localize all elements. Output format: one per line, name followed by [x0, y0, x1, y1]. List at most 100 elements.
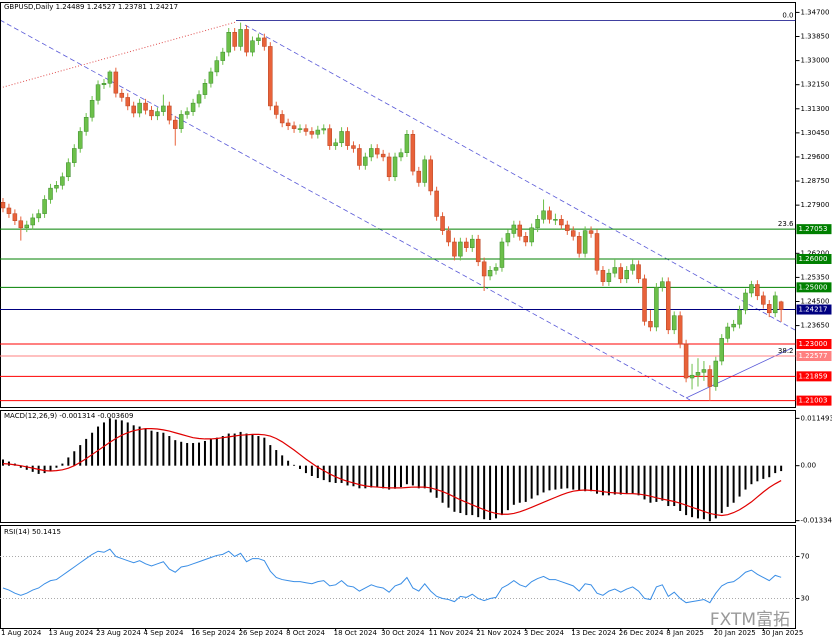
candle-body	[327, 128, 332, 146]
candle-body	[89, 100, 95, 118]
candle-body	[369, 148, 374, 158]
macd-bar	[756, 465, 759, 482]
macd-bar	[471, 465, 474, 516]
candle-body	[83, 117, 89, 132]
candle-body	[689, 374, 695, 379]
candle-body	[737, 309, 742, 325]
macd-bar	[239, 431, 242, 466]
y-tick-label: 1.24500	[801, 298, 830, 306]
candle-body	[416, 170, 422, 183]
macd-bar	[625, 465, 628, 494]
candle-body	[161, 105, 166, 112]
macd-bar	[453, 465, 456, 512]
candle-body	[778, 301, 784, 310]
macd-bar	[477, 465, 480, 518]
macd-bar	[649, 465, 652, 503]
candle-body	[553, 219, 558, 221]
candle-body	[380, 153, 386, 158]
macd-title: MACD(12,26,9) -0.001314 -0.003609	[4, 412, 133, 420]
candle-body	[392, 156, 398, 178]
candle-body	[0, 202, 6, 209]
level-label: 1.22577	[799, 352, 828, 360]
macd-bar	[156, 431, 159, 466]
macd-bar	[560, 465, 563, 489]
candle-body	[523, 236, 528, 243]
candle-body	[648, 321, 653, 328]
macd-bar	[566, 465, 569, 489]
candle-body	[464, 241, 469, 248]
x-tick-label: 8 Oct 2024	[286, 629, 325, 637]
candle-body	[285, 122, 291, 127]
candle-body	[315, 129, 321, 135]
candle-body	[303, 128, 309, 132]
candle-body	[95, 84, 101, 101]
macd-bar	[679, 465, 682, 511]
macd-bar	[376, 465, 379, 488]
x-tick-label: 26 Dec 2024	[619, 629, 664, 637]
candle-body	[398, 152, 404, 158]
candle-body	[666, 281, 671, 331]
x-tick-label: 4 Sep 2024	[144, 629, 184, 637]
macd-bar	[708, 465, 711, 522]
candle-body	[565, 224, 570, 231]
watermark: FXTM富拓	[710, 610, 790, 630]
level-label-box	[796, 395, 832, 406]
candle-body	[196, 94, 202, 104]
macd-bar	[91, 432, 94, 466]
candle-body	[18, 220, 24, 229]
macd-bar	[530, 465, 533, 499]
candle-body	[113, 71, 119, 94]
candle-body	[268, 46, 273, 107]
macd-bar	[215, 437, 218, 466]
candle-body	[178, 114, 184, 129]
candle-body	[707, 369, 713, 387]
candle-body	[695, 372, 701, 376]
x-tick-label: 30 Oct 2024	[381, 629, 425, 637]
y-tick-label: 1.28750	[801, 177, 830, 185]
level-label: 1.27053	[799, 225, 828, 233]
macd-bar	[263, 437, 266, 466]
candle-body	[321, 128, 327, 131]
macd-bar	[25, 465, 28, 470]
macd-bar	[61, 463, 64, 466]
macd-bar	[192, 443, 195, 466]
macd-bar	[67, 457, 70, 466]
macd-bar	[310, 465, 313, 476]
candle-body	[755, 284, 760, 297]
candle-body	[671, 315, 677, 331]
y-tick-label: 1.26200	[801, 249, 830, 257]
macd-bar	[637, 465, 640, 496]
macd-bar	[726, 465, 729, 507]
macd-bar	[138, 426, 141, 466]
macd-bar	[536, 465, 539, 496]
macd-bar	[417, 465, 420, 489]
level-label-box	[796, 253, 832, 264]
x-tick-label: 16 Sep 2024	[191, 629, 236, 637]
macd-bar	[346, 465, 349, 486]
x-tick-label: 21 Nov 2024	[476, 629, 521, 637]
macd-bar	[209, 438, 212, 466]
candle-body	[541, 210, 546, 220]
candle-body	[244, 29, 249, 53]
trendline	[0, 21, 237, 89]
y-tick-label: 1.23650	[801, 322, 830, 330]
macd-bar	[126, 422, 129, 466]
macd-bar	[340, 465, 343, 483]
candle-body	[345, 131, 350, 146]
candle-body	[101, 83, 107, 85]
candle-body	[48, 187, 53, 200]
macd-bar	[512, 465, 515, 505]
level-label: 1.24217	[799, 306, 828, 314]
macd-bar	[245, 433, 248, 466]
candle-body	[470, 238, 475, 248]
macd-bar	[79, 445, 82, 466]
candle-body	[404, 134, 410, 153]
candle-body	[475, 238, 481, 263]
y-tick-label: 1.25350	[801, 273, 830, 281]
macd-bar	[483, 465, 486, 520]
macd-bar	[299, 465, 301, 469]
macd-bar	[584, 465, 587, 492]
x-tick-label: 23 Aug 2024	[96, 629, 141, 637]
macd-bar	[168, 436, 171, 466]
macd-bar	[667, 465, 670, 507]
